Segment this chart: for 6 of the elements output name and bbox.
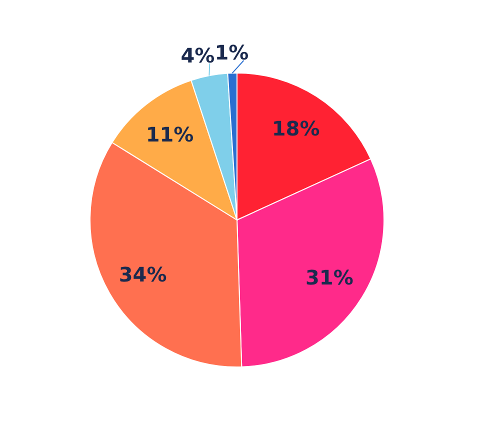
data-label: 1%: [214, 40, 249, 65]
data-label: 31%: [305, 265, 354, 290]
data-label: 18%: [272, 116, 320, 140]
data-label: 11%: [146, 122, 194, 146]
data-label: 34%: [118, 262, 167, 286]
data-label: 4%: [180, 43, 215, 68]
